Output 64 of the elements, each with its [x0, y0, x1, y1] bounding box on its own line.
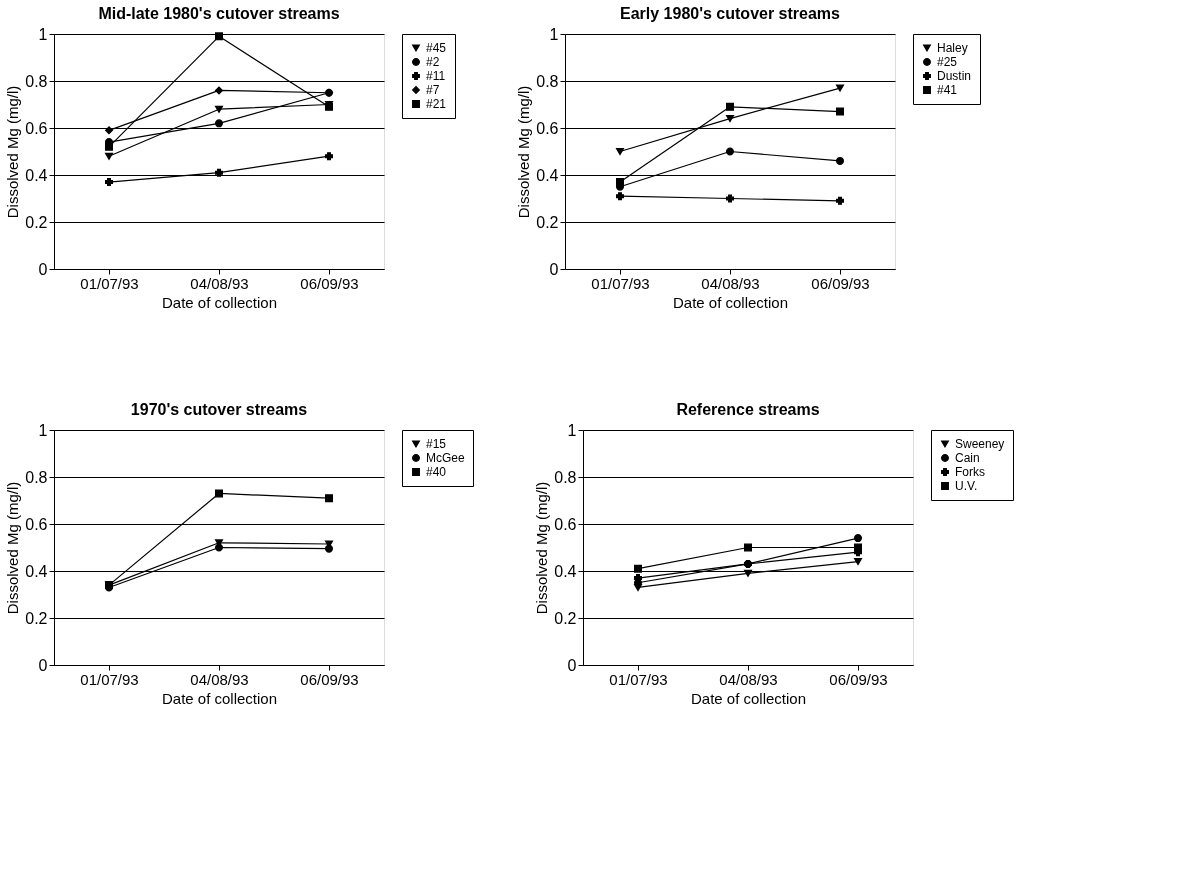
legend-label: #11	[426, 69, 446, 83]
y-tick-label: 0.8	[554, 468, 577, 486]
y-tick-label: 0.6	[554, 515, 577, 533]
legend-label: #7	[426, 83, 440, 97]
y-tick-label: 0.8	[25, 468, 48, 486]
y-tick-label: 0.4	[25, 166, 48, 184]
y-tick-label: 0.4	[25, 562, 48, 580]
legend-label: Haley	[937, 41, 968, 55]
chart-title: Early 1980's cutover streams	[620, 5, 841, 22]
y-tick-label: 0.4	[536, 166, 559, 184]
x-tick-label: 06/09/93	[300, 670, 359, 688]
y-tick-label: 0.6	[25, 515, 48, 533]
legend-label: Dustin	[937, 69, 972, 83]
chart-title: Mid-late 1980's cutover streams	[98, 5, 340, 22]
y-tick-label: 1	[38, 25, 48, 43]
x-tick-label: 01/07/93	[591, 274, 650, 292]
x-tick-label: 01/07/93	[609, 670, 668, 688]
legend-label: Sweeney	[955, 437, 1005, 451]
x-tick-label: 01/07/93	[80, 274, 139, 292]
x-tick-label: 06/09/93	[829, 670, 888, 688]
legend-label: #15	[426, 437, 447, 451]
legend-label: #25	[937, 55, 958, 69]
legend-label: #41	[937, 83, 958, 97]
y-tick-label: 0	[549, 260, 559, 278]
chart-title: Reference streams	[676, 401, 820, 418]
legend-label: #2	[426, 55, 440, 69]
y-tick-label: 0	[38, 260, 48, 278]
y-tick-label: 1	[567, 421, 577, 439]
x-tick-label: 04/08/93	[719, 670, 778, 688]
y-tick-label: 1	[38, 421, 48, 439]
y-tick-label: 0.2	[25, 609, 48, 627]
legend-label: Cain	[955, 451, 980, 465]
x-axis-title: Date of collection	[672, 293, 789, 311]
legend-label: U.V.	[955, 479, 978, 493]
x-tick-label: 04/08/93	[190, 670, 249, 688]
y-tick-label: 0.4	[554, 562, 577, 580]
x-axis-title: Date of collection	[690, 689, 807, 707]
y-tick-label: 0.2	[536, 213, 559, 231]
y-axis-title: Dissolved Mg (mg/l)	[533, 481, 551, 615]
legend-label: #40	[426, 465, 447, 479]
x-tick-label: 01/07/93	[80, 670, 139, 688]
x-axis-title: Date of collection	[161, 689, 278, 707]
y-tick-label: 0.6	[25, 119, 48, 137]
y-tick-label: 0.8	[25, 72, 48, 90]
x-tick-label: 06/09/93	[811, 274, 870, 292]
legend-label: #45	[426, 41, 447, 55]
y-axis-title: Dissolved Mg (mg/l)	[515, 85, 533, 219]
y-tick-label: 1	[549, 25, 559, 43]
y-tick-label: 0.8	[536, 72, 559, 90]
chart-title: 1970's cutover streams	[130, 401, 308, 418]
y-tick-label: 0	[567, 656, 577, 674]
y-tick-label: 0.2	[25, 213, 48, 231]
y-tick-label: 0.6	[536, 119, 559, 137]
y-axis-title: Dissolved Mg (mg/l)	[4, 85, 22, 219]
x-axis-title: Date of collection	[161, 293, 278, 311]
y-tick-label: 0.2	[554, 609, 577, 627]
legend-label: McGee	[426, 451, 465, 465]
y-tick-label: 0	[38, 656, 48, 674]
legend-label: Forks	[955, 465, 985, 479]
x-tick-label: 06/09/93	[300, 274, 359, 292]
x-tick-label: 04/08/93	[190, 274, 249, 292]
legend-label: #21	[426, 97, 447, 111]
y-axis-title: Dissolved Mg (mg/l)	[4, 481, 22, 615]
x-tick-label: 04/08/93	[701, 274, 760, 292]
